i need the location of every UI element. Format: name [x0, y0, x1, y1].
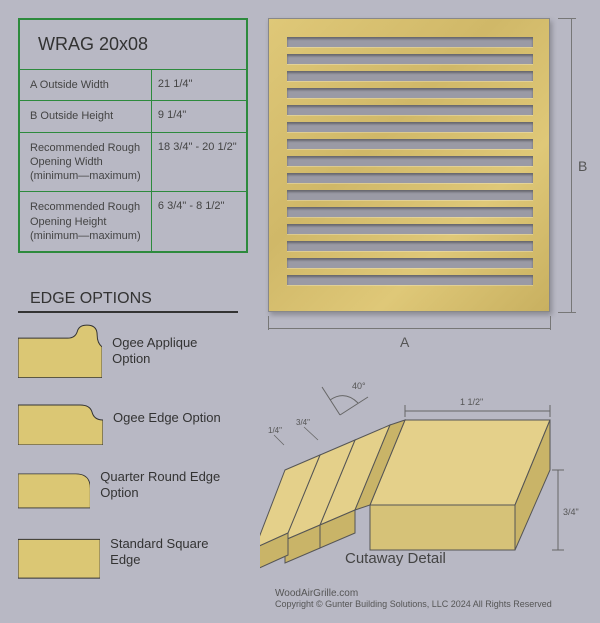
- svg-text:1/4": 1/4": [268, 426, 282, 435]
- square-edge-profile-icon: [18, 524, 100, 579]
- grille-slot: [287, 224, 533, 234]
- footer-copyright: Copyright © Gunter Building Solutions, L…: [275, 599, 552, 609]
- spec-row-label: Recommended Rough Opening Width (minimum…: [20, 133, 152, 192]
- spec-row-value: 9 1/4": [152, 101, 246, 131]
- grille-slot: [287, 71, 533, 81]
- dimension-label-b: B: [578, 158, 587, 174]
- grille-slot: [287, 190, 533, 200]
- dimension-tick: [558, 18, 576, 19]
- spec-row: Recommended Rough Opening Height (minimu…: [20, 192, 246, 251]
- dimension-line-b: [571, 18, 572, 312]
- spec-row-value: 21 1/4": [152, 70, 246, 100]
- dimension-tick: [550, 316, 551, 330]
- footer-site: WoodAirGrille.com: [275, 588, 552, 599]
- ogee-applique-profile-icon: [18, 323, 102, 378]
- angle-label: 40°: [352, 381, 366, 391]
- grille-slot: [287, 173, 533, 183]
- grille-slot: [287, 258, 533, 268]
- grille-slot: [287, 88, 533, 98]
- spec-row: B Outside Height 9 1/4": [20, 101, 246, 132]
- spec-row-value: 18 3/4" - 20 1/2": [152, 133, 246, 192]
- grille-slot: [287, 105, 533, 115]
- spec-row-label: A Outside Width: [20, 70, 152, 100]
- cutaway-label: Cutaway Detail: [345, 550, 446, 567]
- svg-text:3/4": 3/4": [296, 418, 310, 427]
- edge-heading: EDGE OPTIONS: [18, 290, 238, 313]
- edge-label: Ogee Applique Option: [112, 335, 238, 366]
- grille-illustration: [268, 18, 550, 312]
- spec-row-value: 6 3/4" - 8 1/2": [152, 192, 246, 251]
- edge-label: Standard Square Edge: [110, 536, 238, 567]
- grille-frame: [268, 18, 550, 312]
- edge-item: Quarter Round Edge Option: [18, 457, 238, 512]
- svg-text:1 1/2": 1 1/2": [460, 397, 483, 407]
- svg-text:3/4": 3/4": [563, 507, 579, 517]
- footer: WoodAirGrille.com Copyright © Gunter Bui…: [275, 588, 552, 609]
- edge-options-section: EDGE OPTIONS Ogee Applique Option Ogee E…: [18, 290, 238, 591]
- dimension-label-a: A: [400, 334, 409, 350]
- grille-slot: [287, 207, 533, 217]
- edge-item: Ogee Edge Option: [18, 390, 238, 445]
- dimension-tick: [558, 312, 576, 313]
- dimension-tick: [268, 316, 269, 330]
- edge-label: Quarter Round Edge Option: [100, 469, 238, 500]
- grille-slot: [287, 156, 533, 166]
- edge-item: Standard Square Edge: [18, 524, 238, 579]
- quarter-round-profile-icon: [18, 457, 90, 512]
- edge-item: Ogee Applique Option: [18, 323, 238, 378]
- grille-slot: [287, 54, 533, 64]
- spec-row: A Outside Width 21 1/4": [20, 70, 246, 101]
- cutaway-illustration: 40° 1/4" 3/4" 1 1/2" 3/4": [260, 375, 585, 600]
- grille-slot: [287, 139, 533, 149]
- grille-slot: [287, 275, 533, 285]
- spec-row: Recommended Rough Opening Width (minimum…: [20, 133, 246, 193]
- spec-row-label: Recommended Rough Opening Height (minimu…: [20, 192, 152, 251]
- spec-title: WRAG 20x08: [20, 20, 246, 70]
- ogee-edge-profile-icon: [18, 390, 103, 445]
- edge-label: Ogee Edge Option: [113, 410, 221, 426]
- grille-slot: [287, 241, 533, 251]
- spec-row-label: B Outside Height: [20, 101, 152, 131]
- spec-table: WRAG 20x08 A Outside Width 21 1/4" B Out…: [18, 18, 248, 253]
- grille-slot: [287, 37, 533, 47]
- dimension-line-a: [268, 328, 550, 329]
- grille-slot: [287, 122, 533, 132]
